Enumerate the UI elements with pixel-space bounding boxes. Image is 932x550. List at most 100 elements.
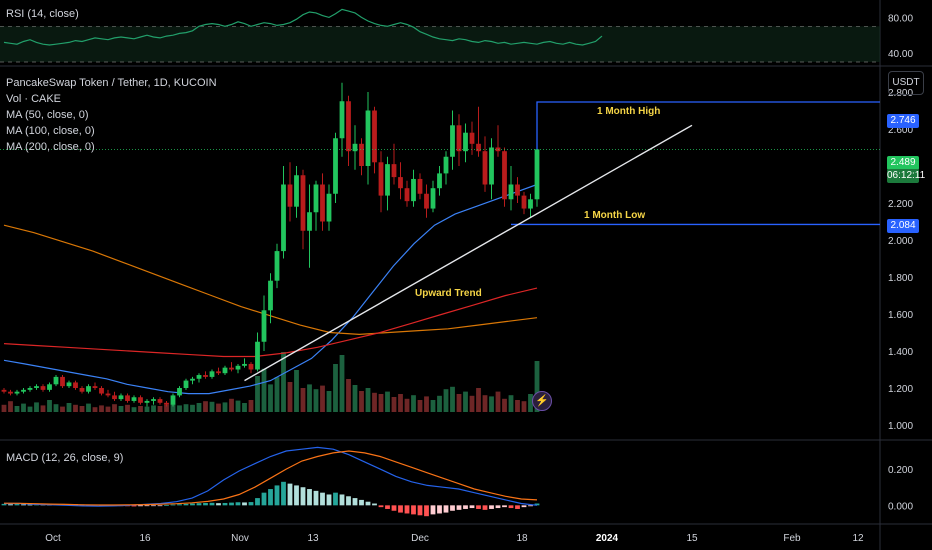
- macd-histogram-bar: [456, 505, 462, 510]
- candle-body: [170, 395, 176, 405]
- macd-histogram-bar: [489, 505, 494, 509]
- candle-body: [229, 367, 234, 370]
- macd-tick-label: 0.000: [888, 501, 913, 512]
- candle-body: [21, 389, 26, 392]
- candle-body: [339, 101, 345, 139]
- volume-bar: [47, 400, 52, 412]
- volume-bar: [8, 401, 13, 412]
- price-tick-label: 2.600: [888, 125, 913, 136]
- candle-body: [437, 173, 442, 189]
- candle-body: [528, 199, 533, 209]
- candle-body: [242, 363, 247, 366]
- macd-histogram-bar: [450, 505, 455, 511]
- month-high-line: [536, 101, 880, 150]
- candle-body: [411, 178, 416, 202]
- trend-line: [244, 124, 693, 382]
- volume-bar: [222, 402, 228, 412]
- volume-bar: [118, 406, 124, 412]
- volume-bar: [528, 394, 533, 412]
- volume-bar: [300, 388, 306, 412]
- ma200-title[interactable]: MA (200, close, 0): [6, 141, 95, 153]
- volume-bar: [157, 406, 163, 412]
- macd-histogram-bar: [27, 504, 33, 506]
- price-tick-label: 2.800: [888, 88, 913, 99]
- volume-bar: [112, 404, 117, 412]
- ma50-title[interactable]: MA (50, close, 0): [6, 109, 89, 121]
- candle-body: [235, 365, 241, 370]
- time-axis-label: 2024: [596, 533, 619, 544]
- volume-bar: [359, 391, 364, 412]
- macd-histogram-bar: [430, 505, 436, 515]
- volume-bar: [183, 404, 189, 412]
- volume-bar: [294, 370, 299, 412]
- macd-histogram-bar: [385, 505, 390, 509]
- volume-bar: [138, 406, 143, 412]
- ma100-title[interactable]: MA (100, close, 0): [6, 125, 95, 137]
- candle-body: [391, 164, 397, 178]
- candle-body: [469, 132, 475, 144]
- macd-histogram-bar: [411, 505, 416, 515]
- volume-bar: [404, 398, 410, 412]
- macd-title[interactable]: MACD (12, 26, close, 9): [6, 452, 124, 464]
- volume-bar: [417, 400, 423, 412]
- macd-histogram-bar: [534, 503, 540, 506]
- volume-bar: [411, 395, 416, 412]
- macd-histogram-bar: [144, 505, 150, 507]
- ma50-line: [3, 183, 538, 395]
- candle-body: [118, 395, 124, 400]
- macd-histogram-bar: [515, 505, 520, 509]
- candle-body: [417, 178, 423, 194]
- price-tick-label: 2.200: [888, 199, 913, 210]
- trend-label: Upward Trend: [415, 288, 482, 299]
- volume-bar: [456, 394, 462, 412]
- macd-histogram-bar: [300, 487, 306, 506]
- macd-histogram-bar: [398, 505, 403, 513]
- price-tick-label: 2.000: [888, 236, 913, 247]
- lightning-icon[interactable]: ⚡: [532, 391, 552, 411]
- volume-title[interactable]: Vol · CAKE: [6, 93, 62, 105]
- candle-body: [99, 388, 104, 394]
- candle-body: [489, 147, 494, 185]
- candle-body: [482, 151, 488, 185]
- macd-histogram-bar: [404, 505, 410, 514]
- volume-bar: [125, 404, 130, 412]
- candle-body: [508, 184, 514, 200]
- candle-body: [430, 188, 436, 209]
- volume-bar: [443, 389, 449, 412]
- volume-bar: [229, 398, 234, 412]
- candle-body: [60, 376, 65, 387]
- candle-body: [112, 395, 117, 400]
- candle-body: [463, 132, 468, 152]
- macd-histogram-bar: [14, 504, 20, 506]
- candle-body: [47, 384, 52, 390]
- candle-body: [443, 156, 449, 174]
- time-axis-label: 18: [516, 533, 528, 544]
- macd-histogram-bar: [508, 505, 514, 509]
- volume-bar: [216, 403, 221, 412]
- macd-histogram-bar: [183, 503, 189, 506]
- macd-histogram-bar: [417, 505, 423, 516]
- volume-bar: [333, 364, 338, 412]
- macd-histogram-bar: [242, 502, 247, 506]
- volume-bar: [469, 395, 475, 412]
- symbol-title[interactable]: PancakeSwap Token / Tether, 1D, KUCOIN: [6, 77, 217, 89]
- volume-bar: [99, 405, 104, 412]
- macd-tick-label: 0.200: [888, 465, 913, 476]
- currency-button[interactable]: USDT: [888, 71, 924, 95]
- candle-body: [476, 143, 481, 152]
- volume-bar: [196, 403, 202, 412]
- volume-bar: [502, 398, 507, 412]
- candle-body: [313, 184, 319, 213]
- volume-bar: [190, 404, 195, 412]
- volume-bar: [209, 401, 215, 412]
- candle-body: [14, 391, 20, 394]
- macd-histogram-bar: [339, 494, 345, 506]
- macd-histogram-bar: [378, 505, 384, 508]
- volume-bar: [430, 400, 436, 412]
- month-high-label: 1 Month High: [597, 106, 661, 117]
- volume-bar: [339, 355, 345, 412]
- candle-body: [131, 397, 137, 401]
- volume-bar: [203, 401, 208, 412]
- countdown-tag: 06:12:11: [887, 169, 926, 183]
